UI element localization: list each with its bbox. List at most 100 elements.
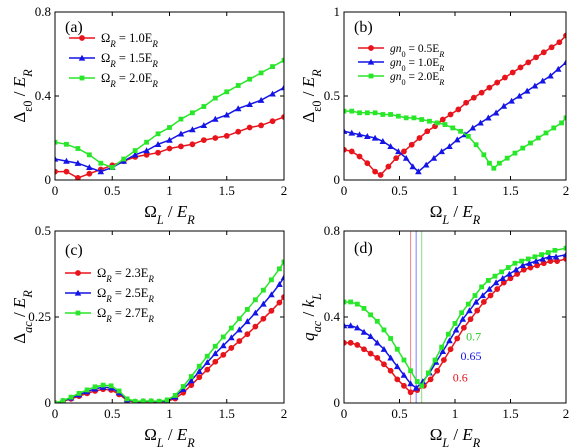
data-point [563,115,566,121]
data-point [506,270,513,277]
data-point [532,254,538,260]
data-point [562,59,566,66]
data-point [144,139,149,145]
data-point [344,299,347,305]
data-point [367,350,374,357]
data-point [223,111,231,118]
data-point [499,269,505,275]
data-point [189,141,196,148]
x-tick-label: 2 [563,406,570,421]
panel-d: 0 0.5 1 1.5 2 0 0.4 0.8 ΩL / ER qac / kL (d) 0.7 0.6… [299,223,569,448]
data-point [516,92,523,99]
data-point [344,127,348,134]
y-tick-label: 0 [45,395,52,410]
y-tick-label: 0 [334,395,341,410]
data-point [463,99,469,106]
x-tick-label: 1.5 [502,406,518,421]
data-point [409,163,417,170]
data-point [244,331,251,338]
data-point [270,64,275,69]
data-point [394,346,400,352]
y-axis-label: Δac / ER [10,290,35,344]
data-point [556,39,563,46]
data-point [212,343,218,349]
annotation: 0.65 [461,349,482,363]
data-point [523,87,531,94]
data-point [470,94,477,101]
data-point [236,316,242,322]
data-point [452,321,458,326]
data-point [228,334,235,341]
data-point [447,346,454,353]
data-point [109,165,115,170]
data-point [154,141,162,147]
data-point [281,259,284,265]
data-point [156,398,162,403]
data-point [348,129,356,136]
legend-label: ΩR = 1.5ER [101,51,158,69]
data-point [439,348,447,355]
data-point [63,157,70,164]
series-0 [55,114,284,180]
data-point [236,326,243,333]
data-point [492,279,500,286]
data-point [477,119,484,126]
data-point [187,377,195,384]
data-point [180,384,186,389]
data-point [412,384,420,391]
data-point [502,74,508,81]
data-point [86,164,93,171]
data-point [116,388,122,394]
data-point [481,152,487,158]
data-point [277,266,282,272]
legend-label: ΩR = 2.3ER [97,266,154,284]
data-point [55,400,58,403]
data-point [368,312,374,318]
x-tick-label: 1 [166,183,173,198]
data-point [371,134,379,141]
data-point [539,77,546,84]
data-point [478,89,485,96]
y-tick-label: 0 [45,172,52,187]
data-point [364,133,371,139]
data-point [439,116,446,123]
data-point [212,358,219,365]
data-point [381,361,387,368]
legend-marker [368,45,374,51]
data-point [442,122,448,127]
y-tick-label: 0.4 [324,309,341,324]
x-tick-label: 0.5 [391,183,407,198]
data-point [505,265,511,270]
data-point [540,49,547,56]
data-point [235,83,241,88]
series-line [344,258,566,394]
data-point [494,286,501,292]
data-point [387,143,394,150]
data-point [204,366,211,373]
legend-label: ΩR = 2.0ER [101,71,158,89]
data-point [344,108,347,114]
data-point [131,151,139,158]
data-point [508,97,515,104]
data-point [108,383,114,389]
data-point [178,116,184,122]
data-point [500,102,508,109]
legend-marker [74,289,82,296]
data-point [234,105,242,112]
data-point [167,125,172,130]
data-point [364,160,371,167]
panel-label: (c) [65,242,83,259]
data-point [446,143,453,150]
legend-marker [78,54,86,61]
data-point [460,324,467,331]
data-point [445,331,451,337]
data-point [411,115,417,121]
x-tick-label: 0 [341,406,348,421]
data-point [395,113,401,119]
data-point [395,148,402,155]
legend: ΩR = 1.0ER ΩR = 1.5ER ΩR = 2.0ER [69,31,158,89]
data-point [509,69,516,76]
data-point [427,376,434,383]
data-point [121,156,127,162]
data-point [361,346,367,353]
